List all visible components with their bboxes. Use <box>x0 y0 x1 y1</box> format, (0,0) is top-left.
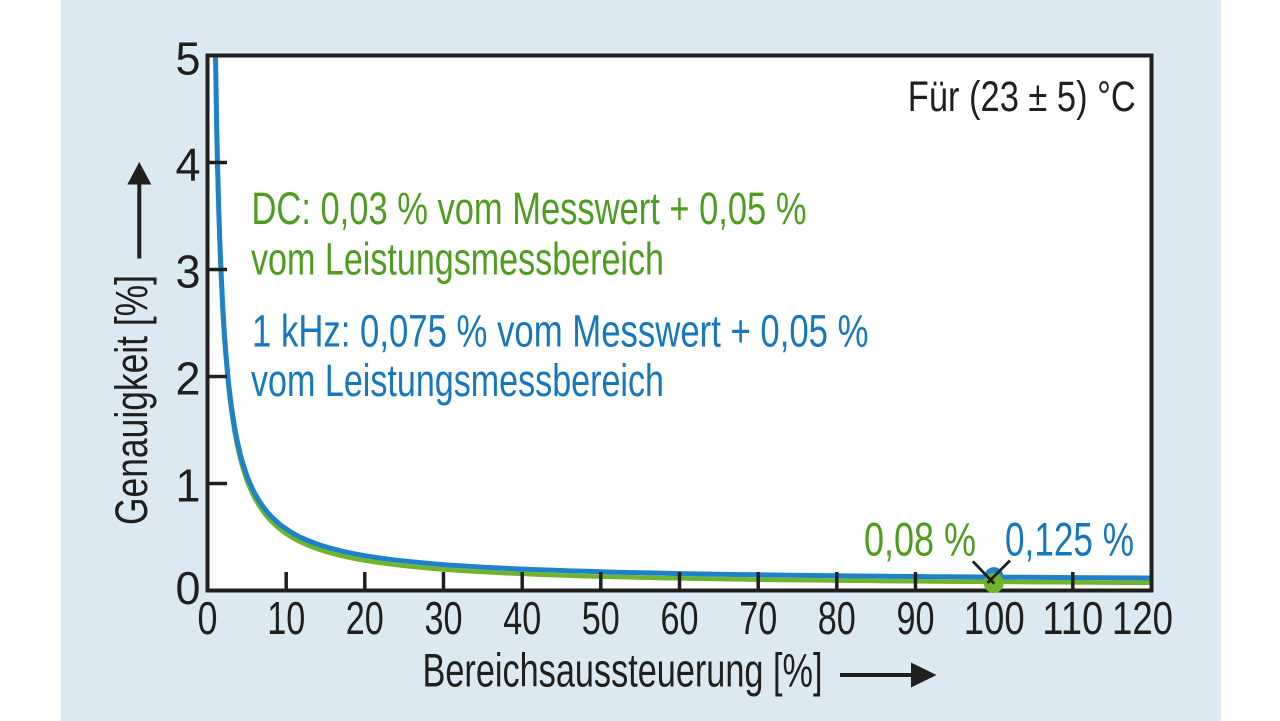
svg-text:20: 20 <box>346 592 384 644</box>
svg-text:Bereichsaussteuerung [%]: Bereichsaussteuerung [%] <box>423 645 823 698</box>
svg-text:3: 3 <box>176 246 201 298</box>
svg-text:4: 4 <box>176 139 201 191</box>
svg-text:90: 90 <box>897 592 935 644</box>
svg-text:80: 80 <box>818 592 856 644</box>
svg-text:100: 100 <box>964 592 1025 644</box>
svg-text:70: 70 <box>739 592 777 644</box>
svg-text:0,08 %: 0,08 % <box>864 513 976 566</box>
svg-text:10: 10 <box>267 592 305 644</box>
svg-text:30: 30 <box>425 592 463 644</box>
svg-text:1 kHz: 0,075 % vom Messwert +: 1 kHz: 0,075 % vom Messwert + 0,05 % <box>252 306 869 357</box>
svg-text:vom Leistungsmessbereich: vom Leistungsmessbereich <box>251 355 664 406</box>
svg-text:120: 120 <box>1112 592 1173 644</box>
svg-text:vom Leistungsmessbereich: vom Leistungsmessbereich <box>251 234 664 285</box>
svg-text:1: 1 <box>176 460 201 512</box>
svg-text:2: 2 <box>176 353 201 405</box>
svg-text:0: 0 <box>198 592 218 644</box>
svg-text:50: 50 <box>582 592 620 644</box>
svg-text:5: 5 <box>176 33 201 85</box>
svg-text:60: 60 <box>661 592 699 644</box>
svg-text:Genauigkeit [%]: Genauigkeit [%] <box>106 275 157 525</box>
svg-text:0,125 %: 0,125 % <box>1005 513 1134 566</box>
svg-text:40: 40 <box>503 592 541 644</box>
svg-text:110: 110 <box>1042 592 1103 644</box>
svg-text:Für (23 ± 5) °C: Für (23 ± 5) °C <box>908 73 1136 121</box>
svg-text:DC: 0,03 % vom Messwert + 0,05: DC: 0,03 % vom Messwert + 0,05 % <box>252 183 807 234</box>
svg-text:0: 0 <box>176 562 201 614</box>
